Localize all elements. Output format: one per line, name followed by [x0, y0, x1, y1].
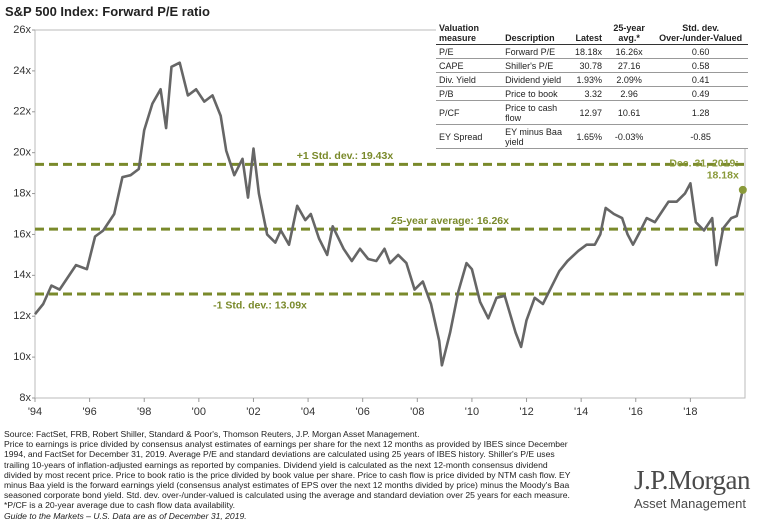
- plot-frame: [34, 29, 746, 399]
- table-cell: Shiller's P/E: [502, 58, 572, 73]
- table-cell: 1.65%: [571, 124, 606, 149]
- footnote-line: *P/CF is a 20-year average due to cash f…: [4, 500, 236, 511]
- footnote-line: 1994, and FactSet for December 31, 2019.…: [4, 449, 555, 460]
- x-tick-label: '08: [410, 406, 424, 418]
- y-tick-label: 12x: [13, 310, 31, 322]
- table-cell: 0.41: [653, 72, 748, 87]
- table-cell: P/E: [436, 44, 503, 59]
- logo-sub: Asset Management: [633, 496, 746, 511]
- table-header: Valuation measure Description Latest 25-yea…: [436, 22, 748, 45]
- x-tick-label: '12: [519, 406, 533, 418]
- table-cell: 30.78: [571, 58, 606, 73]
- end-annotation: Dec. 31, 2019:: [669, 158, 738, 170]
- table-cell: CAPE: [436, 58, 503, 73]
- table-cell: 10.61: [605, 100, 654, 125]
- table-cell: P/B: [436, 86, 503, 101]
- table-cell: Forward P/E: [502, 44, 572, 59]
- table-cell: 2.09%: [605, 72, 654, 87]
- footnote-line: divided by most recent price. Price to b…: [4, 469, 571, 480]
- column-header: Description: [502, 22, 572, 45]
- end-point: [738, 185, 747, 194]
- table-cell: 0.49: [653, 86, 748, 101]
- chart-title: S&P 500 Index: Forward P/E ratio: [5, 4, 210, 19]
- pe-line: [33, 61, 745, 367]
- table-cell: Div. Yield: [436, 72, 503, 87]
- y-tick-label: 22x: [13, 106, 31, 118]
- table-cell: 0.60: [653, 44, 748, 59]
- table-cell: Price to book: [502, 86, 572, 101]
- footnotes: Source: FactSet, FRB, Robert Shiller, St…: [4, 429, 624, 521]
- table-row: CAPE Shiller's P/E 30.78 27.16 0.58: [436, 58, 748, 73]
- y-tick-label: 10x: [13, 351, 31, 363]
- reference-label: 25-year average: 16.26x: [391, 215, 509, 227]
- end-annotation: 18.18x: [707, 170, 739, 182]
- x-tick-label: '96: [82, 406, 96, 418]
- table-cell: 18.18x: [571, 44, 606, 59]
- x-tick-label: '18: [683, 406, 697, 418]
- y-tick-label: 18x: [13, 187, 31, 199]
- x-tick-label: '00: [192, 406, 206, 418]
- y-tick-label: 24x: [13, 65, 31, 77]
- y-tick-label: 16x: [13, 228, 31, 240]
- table-cell: 2.96: [605, 86, 654, 101]
- footnote-line: Price to earnings is price divided by co…: [4, 439, 568, 450]
- x-tick-label: '94: [28, 406, 42, 418]
- table-cell: -0.85: [653, 124, 748, 149]
- x-tick-label: '10: [465, 406, 479, 418]
- reference-label: +1 Std. dev.: 19.43x: [297, 150, 394, 162]
- footer: Guide to the Markets – U.S. Data are as …: [4, 510, 247, 521]
- table-cell: P/CF: [436, 100, 503, 125]
- table-cell: 1.28: [653, 100, 748, 125]
- table-body: P/E Forward P/E 18.18x 16.26x 0.60 CAPE Shille…: [436, 44, 748, 149]
- table-cell: EY minus Baa yield: [502, 124, 572, 149]
- table-cell: -0.03%: [605, 124, 654, 149]
- table-cell: 1.93%: [571, 72, 606, 87]
- table-cell: 27.16: [605, 58, 654, 73]
- y-tick-label: 26x: [13, 24, 31, 36]
- column-header: Valuation measure: [436, 22, 503, 45]
- table-row: P/E Forward P/E 18.18x 16.26x 0.60: [436, 44, 748, 59]
- table-row: Div. Yield Dividend yield 1.93% 2.09% 0.41: [436, 72, 748, 87]
- column-header: 25-year avg.*: [605, 22, 654, 45]
- x-tick-label: '14: [574, 406, 588, 418]
- table-row: EY Spread EY minus Baa yield 1.65% -0.03% -0…: [436, 124, 748, 149]
- table-cell: 3.32: [571, 86, 606, 101]
- x-tick-label: '06: [356, 406, 370, 418]
- x-tick-label: '98: [137, 406, 151, 418]
- footnote-line: seasoned corporate bond yield. Std. dev.…: [4, 490, 570, 501]
- footnote-line: trailing 10-years of inflation-adjusted …: [4, 459, 548, 470]
- footnote-line: Source: FactSet, FRB, Robert Shiller, St…: [4, 429, 420, 439]
- table-cell: 0.58: [653, 58, 748, 73]
- x-tick-label: '04: [301, 406, 315, 418]
- reference-label: -1 Std. dev.: 13.09x: [213, 300, 307, 312]
- x-tick-label: '16: [629, 406, 643, 418]
- table-cell: 12.97: [571, 100, 606, 125]
- y-tick-label: 14x: [13, 269, 31, 281]
- logo: J.P.Morgan Asset Management: [633, 465, 751, 511]
- valuation-table: Valuation measure Description Latest 25-yea…: [436, 22, 748, 149]
- column-header: Latest: [571, 22, 606, 45]
- table-cell: Price to cash flow: [502, 100, 572, 125]
- y-tick-label: 20x: [13, 147, 31, 159]
- chart: 8x 10x 12x 14x 16x 18x 20x 22x 24x 26x '94 '96 '98 '0…: [13, 24, 747, 418]
- table-cell: EY Spread: [436, 124, 503, 149]
- logo-name: J.P.Morgan: [633, 465, 751, 495]
- table-cell: Dividend yield: [502, 72, 572, 87]
- footnote-line: minus Baa yield is the forward earnings …: [4, 480, 570, 491]
- table-cell: 16.26x: [605, 44, 654, 59]
- table-row: P/B Price to book 3.32 2.96 0.49: [436, 86, 748, 101]
- table: Valuation measure Description Latest 25-yea…: [436, 22, 748, 149]
- y-tick-label: 8x: [19, 392, 31, 404]
- column-header: Std. dev. Over-/under-Valued: [653, 22, 748, 45]
- x-tick-label: '02: [246, 406, 260, 418]
- table-row: P/CF Price to cash flow 12.97 10.61 1.28: [436, 100, 748, 125]
